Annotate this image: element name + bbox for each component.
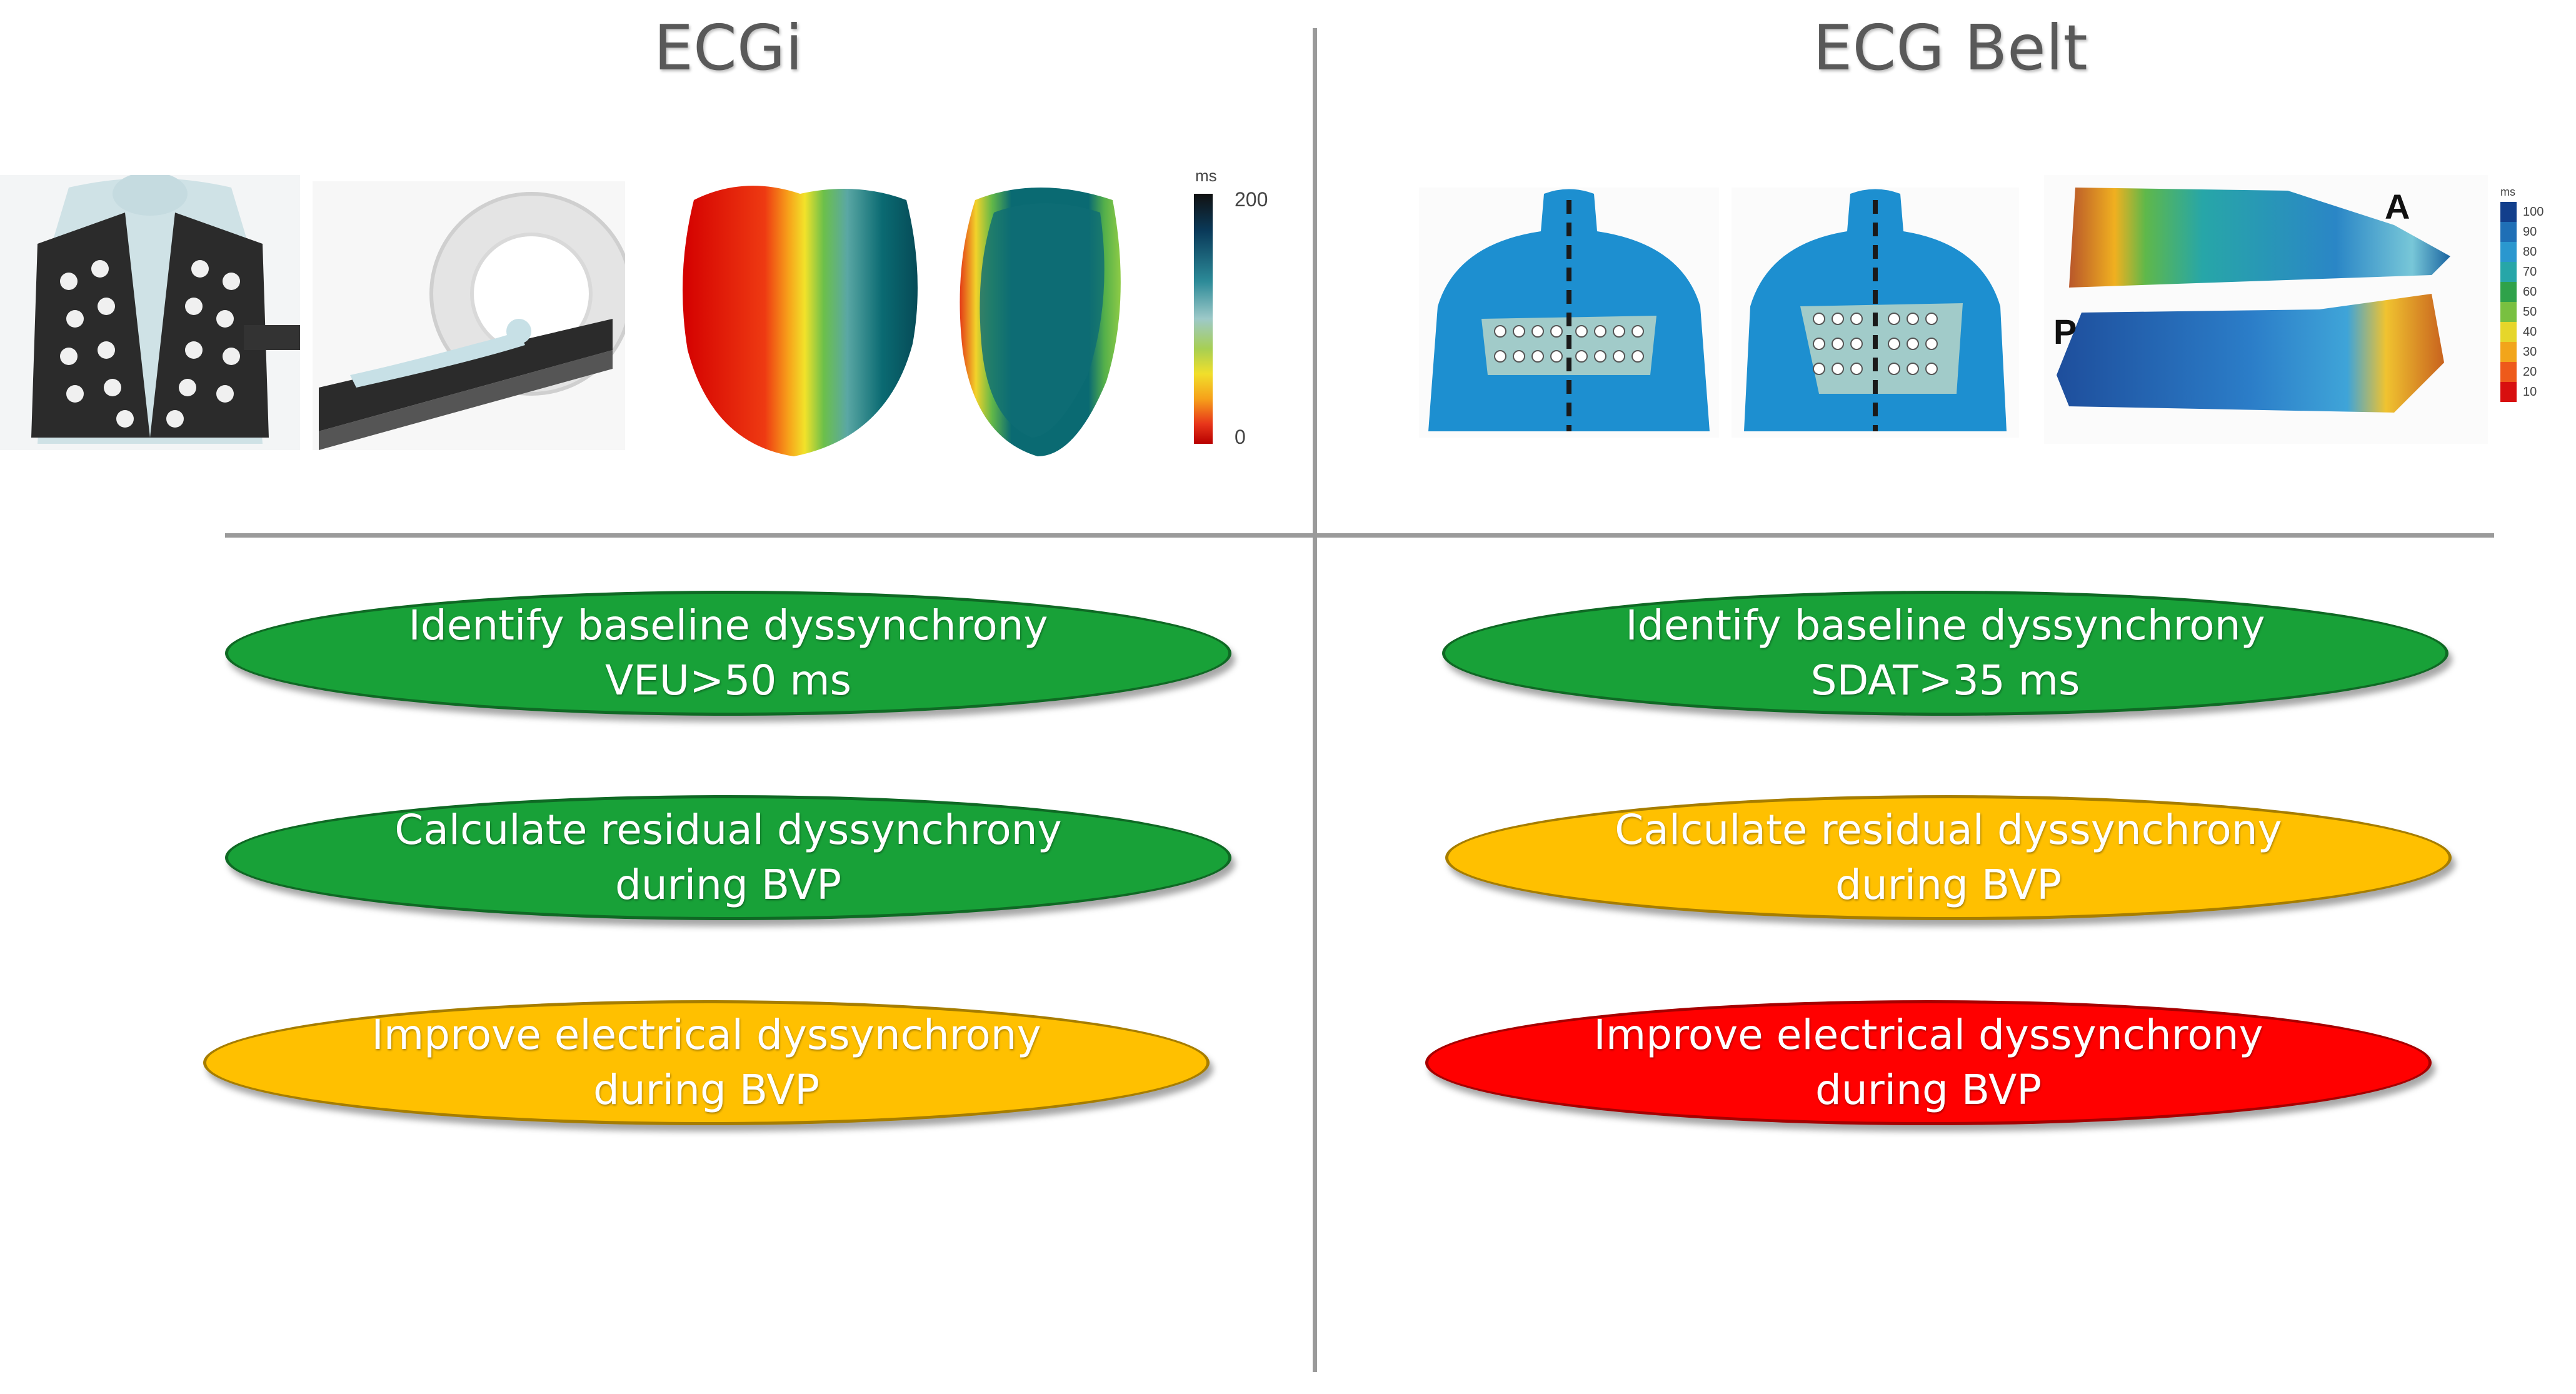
- belt-colorbar-cell: [2500, 282, 2517, 302]
- belt-colorbar-tick-label: 60: [2523, 285, 2537, 299]
- belt-colorbar-cell: [2500, 242, 2517, 262]
- ecgi-step-residual: Calculate residual dyssynchrony during B…: [225, 795, 1231, 920]
- belt-step-baseline: Identify baseline dyssynchrony SDAT>35 m…: [1442, 591, 2448, 716]
- ecgi-step-baseline: Identify baseline dyssynchrony VEU>50 ms: [225, 591, 1231, 716]
- heart-activation-map-posterior: [960, 188, 1121, 456]
- belt-colorbar-tick-label: 80: [2523, 245, 2537, 259]
- posterior-label: P: [2053, 312, 2077, 351]
- torso-belt-front-illustration: [1419, 188, 1719, 438]
- step-line2: SDAT>35 ms: [1810, 656, 2080, 705]
- belt-colorbar-cell: [2500, 382, 2517, 402]
- step-line1: Identify baseline dyssynchrony: [408, 601, 1048, 649]
- belt-step-residual: Calculate residual dyssynchrony during B…: [1445, 795, 2452, 920]
- step-line2: during BVP: [1815, 1066, 2042, 1114]
- belt-colorbar-tick-label: 70: [2523, 265, 2537, 279]
- belt-colorbar-tick-label: 90: [2523, 225, 2537, 239]
- belt-colorbar-cell: [2500, 362, 2517, 382]
- belt-colorbar-cell: [2500, 342, 2517, 362]
- ecgi-colorbar-min: 0: [1235, 426, 1246, 448]
- belt-colorbar-tick-label: 50: [2523, 305, 2537, 319]
- belt-colorbar-tick-label: 30: [2523, 345, 2537, 359]
- ecg-belt-title: ECG Belt: [1813, 11, 2088, 84]
- ecgi-colorbar-max: 200: [1235, 188, 1268, 211]
- step-line2: VEU>50 ms: [604, 656, 852, 705]
- ecgi-colorbar: ms 200 0: [1194, 166, 1268, 448]
- step-line1: Identify baseline dyssynchrony: [1625, 601, 2265, 649]
- belt-colorbar-cell: [2500, 322, 2517, 342]
- step-line2: during BVP: [1835, 861, 2062, 909]
- ct-scanner-illustration: [313, 181, 625, 450]
- belt-colorbar-tick-label: 10: [2523, 385, 2537, 399]
- heart-activation-map-anterior: [683, 186, 918, 456]
- anterior-label: A: [2385, 187, 2410, 226]
- horizontal-divider: [225, 533, 2494, 538]
- belt-colorbar-cell: [2500, 222, 2517, 242]
- ecgi-vest-illustration: [0, 175, 300, 450]
- belt-colorbar-tick-label: 20: [2523, 365, 2537, 379]
- belt-colorbar-tick-label: 100: [2523, 205, 2543, 219]
- torso-belt-back-illustration: [1732, 188, 2019, 438]
- belt-step-improve: Improve electrical dyssynchrony during B…: [1425, 1000, 2432, 1125]
- step-line1: Improve electrical dyssynchrony: [371, 1011, 1041, 1059]
- vertical-divider: [1313, 28, 1317, 1372]
- belt-colorbar-tick-label: 40: [2523, 325, 2537, 339]
- ecgi-colorbar-unit: ms: [1195, 166, 1217, 185]
- belt-colorbar: ms 100 90 80 70 60 50 40 30 20 10: [2500, 186, 2543, 402]
- belt-colorbar-unit: ms: [2500, 186, 2515, 198]
- step-line1: Improve electrical dyssynchrony: [1593, 1011, 2263, 1059]
- step-line2: during BVP: [614, 861, 842, 909]
- belt-colorbar-cell: [2500, 262, 2517, 282]
- belt-colorbar-cell: [2500, 302, 2517, 322]
- step-line1: Calculate residual dyssynchrony: [1615, 806, 2282, 854]
- step-line2: during BVP: [593, 1066, 820, 1114]
- belt-colorbar-cell: [2500, 202, 2517, 222]
- ecgi-step-improve: Improve electrical dyssynchrony during B…: [203, 1000, 1210, 1125]
- step-line1: Calculate residual dyssynchrony: [394, 806, 1062, 854]
- belt-activation-map: A P: [2044, 175, 2488, 444]
- ecgi-title: ECGi: [653, 11, 803, 84]
